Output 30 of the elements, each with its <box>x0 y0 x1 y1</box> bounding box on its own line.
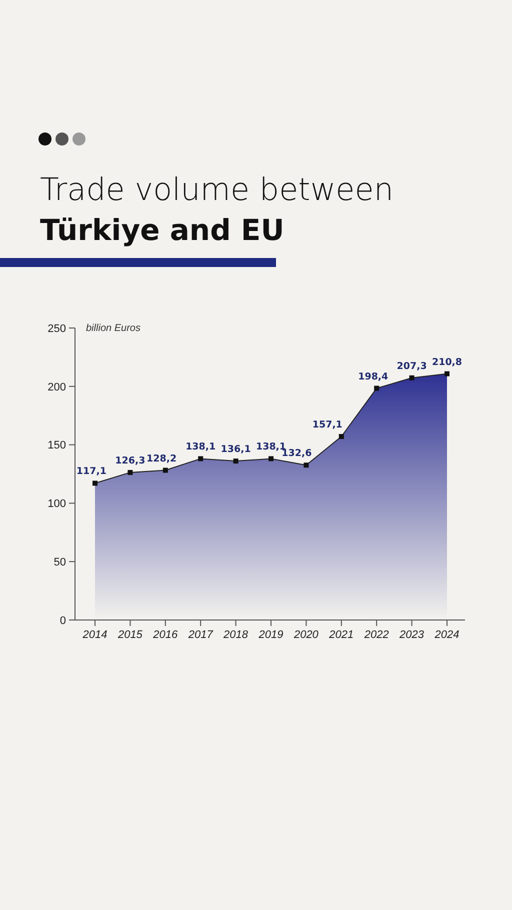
data-label: 207,3 <box>396 360 427 372</box>
x-tick-label: 2018 <box>222 629 249 641</box>
y-tick-label: 50 <box>54 556 66 568</box>
x-tick-label: 2022 <box>363 629 389 641</box>
data-label: 198,4 <box>358 371 389 382</box>
x-tick-label: 2014 <box>82 629 108 641</box>
x-tick-label: 2016 <box>152 629 179 641</box>
x-tick-label: 2019 <box>258 629 284 641</box>
x-tick-label: 2020 <box>292 629 320 641</box>
x-tick-label: 2017 <box>187 629 214 641</box>
data-label: 117,1 <box>76 466 106 478</box>
x-tick-label: 2023 <box>398 629 425 641</box>
y-tick-label: 200 <box>48 381 66 394</box>
x-tick-label: 2024 <box>434 629 460 641</box>
x-tick-label: 2021 <box>328 629 354 641</box>
data-label: 210,8 <box>432 356 462 368</box>
chart-subtitle: Türkiye and EU <box>40 213 284 247</box>
data-label: 132,6 <box>282 448 312 460</box>
y-tick-label: 150 <box>48 440 66 452</box>
x-tick-label: 2015 <box>116 629 144 641</box>
y-tick-label: 100 <box>48 498 66 510</box>
data-label: 126,3 <box>115 455 146 466</box>
chart-title: Trade volume between <box>40 172 394 208</box>
y-tick-label: 250 <box>48 322 66 335</box>
data-label: 138,1 <box>186 442 216 453</box>
y-tick-label: 0 <box>60 614 66 627</box>
data-label: 157,1 <box>312 420 342 431</box>
data-label: 136,1 <box>220 444 251 456</box>
data-label: 128,2 <box>146 453 177 464</box>
y-axis-title: billion Euros <box>86 323 140 334</box>
